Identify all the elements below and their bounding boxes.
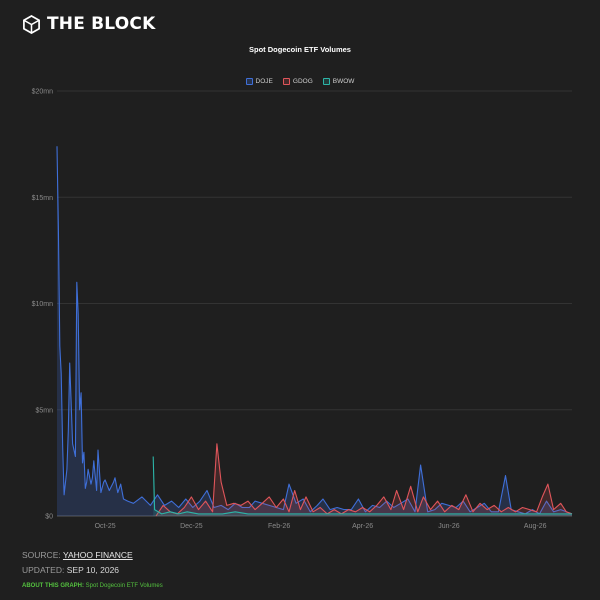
source-link[interactable]: YAHOO FINANCE — [62, 550, 133, 560]
chart-title: Spot Dogecoin ETF Volumes — [249, 45, 351, 54]
updated-line: UPDATED: SEP 10, 2026 — [22, 565, 119, 575]
legend-item-gdog[interactable]: GDOG — [282, 78, 313, 85]
series-line-gdog — [155, 443, 573, 517]
legend-swatch-doje — [245, 78, 253, 85]
legend-swatch-gdog — [282, 78, 290, 85]
x-tick-label: Jun-26 — [438, 523, 460, 530]
x-tick-label: Dec-25 — [180, 523, 203, 530]
x-tick-label: Oct-25 — [95, 523, 116, 530]
y-tick-label: $5mn — [35, 407, 53, 414]
legend-swatch-bwow — [322, 78, 330, 85]
cube-logo-icon — [23, 14, 40, 34]
y-tick-label: $0 — [45, 514, 53, 521]
x-tick-label: Feb-26 — [268, 523, 290, 530]
source-label: SOURCE: — [22, 550, 61, 560]
source-line: SOURCE: YAHOO FINANCE — [22, 550, 133, 560]
about-text: Spot Dogecoin ETF Volumes — [85, 583, 163, 589]
updated-date: SEP 10, 2026 — [66, 565, 120, 575]
y-tick-label: $10mn — [32, 301, 54, 308]
y-tick-label: $15mn — [32, 195, 54, 202]
series-area-doje — [57, 146, 572, 517]
chart-plot: $0 $5mn $10mn $15mn $20mn Oct-25 Dec-25 Feb-26 A… — [32, 89, 573, 530]
legend-item-doje[interactable]: DOJE — [245, 78, 273, 85]
about-label: ABOUT THIS GRAPH: — [22, 583, 84, 589]
y-tick-label: $20mn — [32, 89, 54, 96]
x-tick-label: Aug-26 — [524, 523, 547, 530]
legend-item-bwow[interactable]: BWOW — [322, 78, 355, 85]
legend-label-gdog: GDOG — [292, 78, 313, 85]
series-line-bwow — [152, 456, 572, 515]
legend-label-doje: DOJE — [255, 78, 273, 85]
series-line-doje — [56, 146, 573, 515]
updated-label: UPDATED: — [22, 565, 65, 575]
brand-logo: THE BLOCK — [22, 14, 155, 34]
x-tick-label: Apr-26 — [352, 523, 373, 530]
about-line: ABOUT THIS GRAPH: Spot Dogecoin ETF Volu… — [22, 583, 163, 589]
legend-label-bwow: BWOW — [332, 78, 355, 85]
brand-name: THE BLOCK — [47, 14, 156, 34]
chart-legend: DOJE GDOG BWOW — [0, 78, 600, 85]
